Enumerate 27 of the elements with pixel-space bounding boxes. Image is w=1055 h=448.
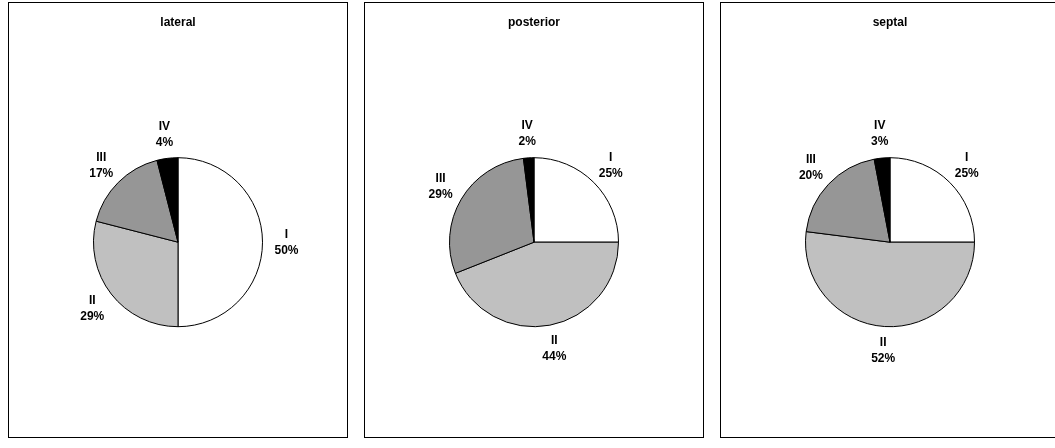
data-label: 25% [954, 165, 980, 180]
slice-label: II [88, 293, 96, 308]
data-label: 29% [80, 309, 105, 324]
slice-label: III [435, 171, 446, 186]
data-label: 25% [598, 165, 624, 180]
data-label: 17% [89, 165, 114, 180]
slice-label: II [879, 334, 887, 349]
data-label: 52% [871, 350, 896, 365]
data-label: 4% [155, 134, 174, 149]
slice-label: III [96, 149, 107, 164]
slice-label: II [550, 333, 558, 348]
slice-label: IV [158, 118, 171, 133]
chart-title: septal [872, 14, 908, 29]
slice-label: I [284, 226, 289, 241]
chart-title: posterior [507, 14, 561, 29]
slice-label: I [965, 149, 969, 164]
slice-label: III [805, 152, 816, 167]
slice-label: IV [521, 118, 533, 133]
data-label: 3% [871, 134, 889, 149]
data-label: 44% [542, 349, 567, 364]
chart-title: lateral [160, 14, 196, 29]
data-label: 2% [518, 134, 537, 149]
data-label: 20% [798, 168, 824, 183]
data-label: 29% [428, 187, 453, 202]
slice-label: IV [874, 118, 886, 133]
data-label: 50% [274, 242, 299, 257]
slice-label: I [609, 149, 613, 164]
